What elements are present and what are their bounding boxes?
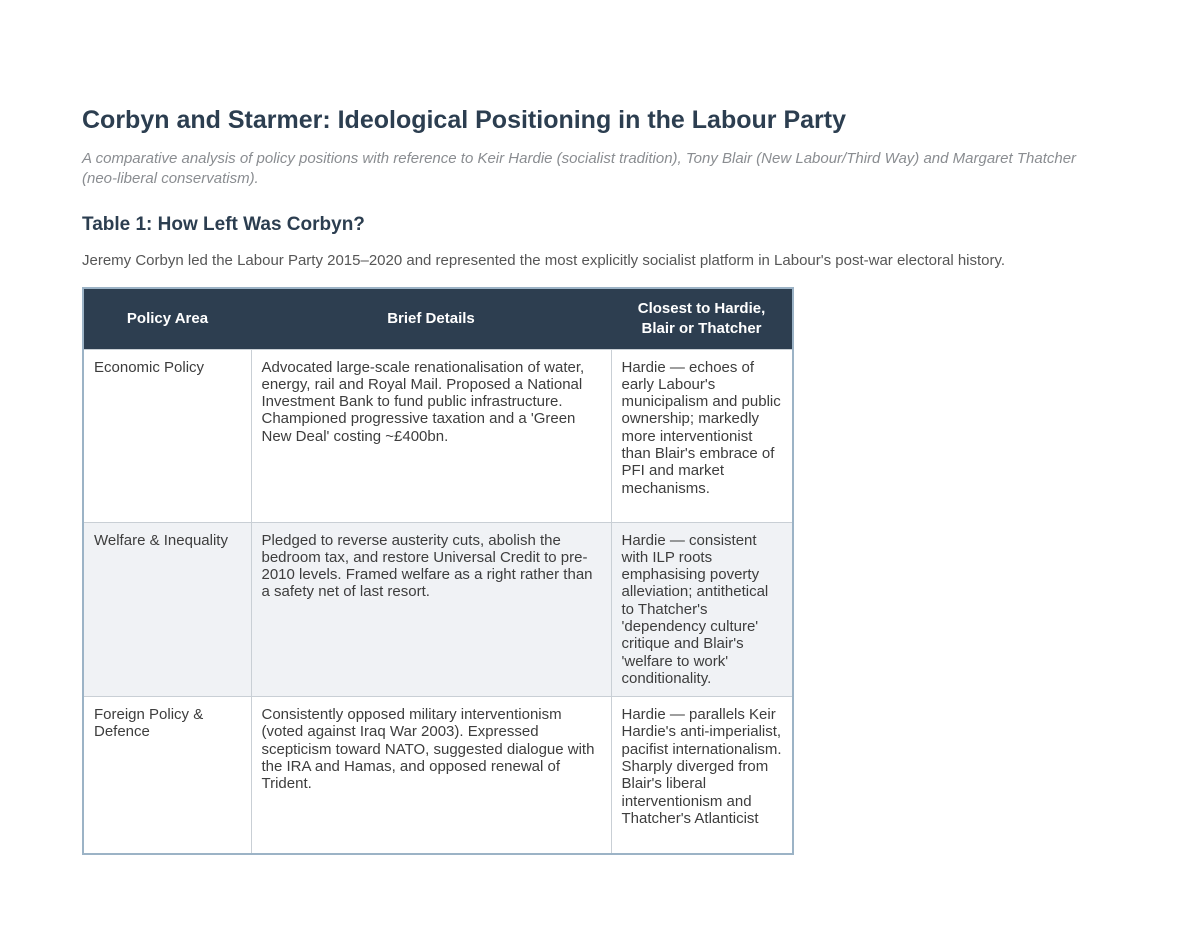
table-row: Foreign Policy & Defence Consistently op…	[82, 696, 794, 855]
page-subtitle: A comparative analysis of policy positio…	[82, 149, 1077, 188]
column-header-closest-to: Closest to Hardie, Blair or Thatcher	[611, 287, 793, 349]
table-row: Welfare & Inequality Pledged to reverse …	[82, 521, 794, 698]
cell-brief-details: Pledged to reverse austerity cuts, aboli…	[250, 521, 612, 698]
column-header-brief-details: Brief Details	[251, 287, 611, 349]
cell-closest-to: Hardie — parallels Keir Hardie's anti-im…	[610, 696, 794, 855]
cell-policy-area: Foreign Policy & Defence	[82, 696, 252, 855]
cell-policy-area: Welfare & Inequality	[82, 521, 252, 698]
table-row: Economic Policy Advocated large-scale re…	[82, 348, 794, 523]
table-header: Policy Area Brief Details Closest to Har…	[83, 287, 793, 349]
cell-closest-to: Hardie — consistent with ILP roots empha…	[610, 521, 794, 698]
section-heading: Table 1: How Left Was Corbyn?	[82, 213, 365, 235]
page-title: Corbyn and Starmer: Ideological Position…	[82, 106, 846, 134]
cell-closest-to: Hardie — echoes of early Labour's munici…	[610, 348, 794, 523]
section-intro: Jeremy Corbyn led the Labour Party 2015–…	[82, 251, 1006, 269]
policy-comparison-table: Policy Area Brief Details Closest to Har…	[82, 286, 794, 855]
column-header-policy-area: Policy Area	[83, 287, 251, 349]
cell-brief-details: Advocated large-scale renationalisation …	[250, 348, 612, 523]
table-header-row: Policy Area Brief Details Closest to Har…	[83, 287, 793, 349]
cell-policy-area: Economic Policy	[82, 348, 252, 523]
cell-brief-details: Consistently opposed military interventi…	[250, 696, 612, 855]
table-body: Economic Policy Advocated large-scale re…	[82, 348, 794, 855]
